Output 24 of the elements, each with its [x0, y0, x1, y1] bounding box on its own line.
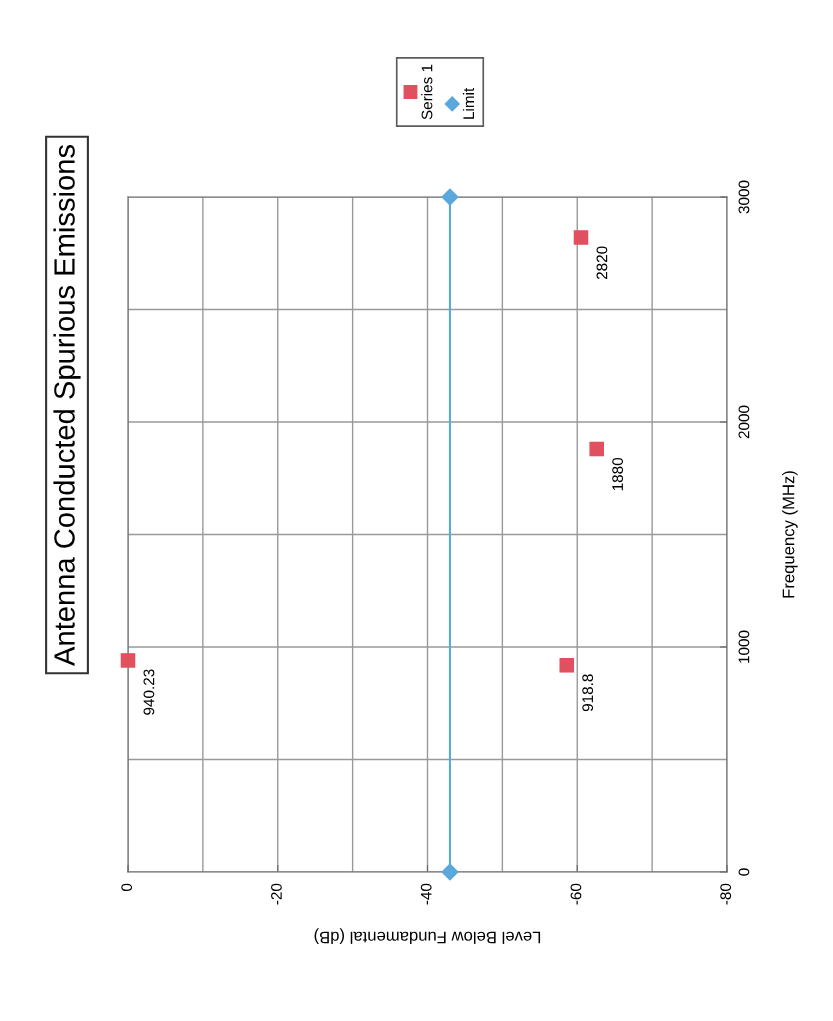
legend-label: Limit — [462, 87, 475, 119]
legend-label: Series 1 — [421, 64, 433, 120]
point — [441, 863, 459, 881]
text: Antenna Conducted Spurious Emissions — [53, 145, 81, 666]
y-tick-label: 1000 — [738, 630, 750, 663]
annotation: 918.8 — [582, 674, 594, 712]
y-tick-label: 0 — [738, 868, 750, 876]
x-tick-label: 0 — [121, 883, 133, 892]
point — [589, 441, 604, 457]
annotation: 940.23 — [143, 669, 155, 715]
annotation: 1880 — [612, 457, 624, 491]
x-axis-title: Level Below Fundamental (dB) — [314, 928, 541, 944]
point — [573, 230, 589, 245]
point — [559, 657, 575, 673]
x-tick-label: -40 — [420, 883, 432, 905]
x-tick-label: -20 — [271, 883, 282, 905]
x-tick-label: -80 — [720, 883, 732, 905]
annotation: 2820 — [596, 246, 608, 280]
point — [120, 653, 136, 668]
point — [441, 188, 459, 206]
y-tick-label: 3000 — [738, 180, 750, 214]
y-axis-title: Frequency (MHz) — [782, 471, 798, 598]
y-tick-label: 2000 — [738, 405, 750, 439]
x-tick-label: -60 — [570, 883, 582, 905]
